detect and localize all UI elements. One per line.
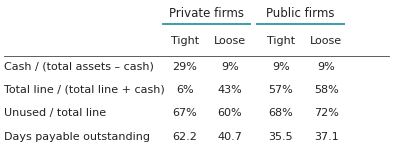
Text: Tight: Tight: [267, 36, 295, 45]
Text: 29%: 29%: [172, 62, 197, 72]
Text: 9%: 9%: [317, 62, 335, 72]
Text: Tight: Tight: [171, 36, 199, 45]
Text: Private firms: Private firms: [169, 7, 244, 20]
Text: 60%: 60%: [218, 108, 242, 118]
Text: 9%: 9%: [272, 62, 290, 72]
Text: 6%: 6%: [176, 85, 193, 95]
Text: Loose: Loose: [310, 36, 342, 45]
Text: Public firms: Public firms: [266, 7, 335, 20]
Text: Loose: Loose: [214, 36, 246, 45]
Text: Cash / (total assets – cash): Cash / (total assets – cash): [4, 62, 154, 72]
Text: 35.5: 35.5: [269, 132, 293, 141]
Text: 9%: 9%: [221, 62, 239, 72]
Text: 72%: 72%: [314, 108, 339, 118]
Text: 58%: 58%: [314, 85, 338, 95]
Text: 62.2: 62.2: [172, 132, 197, 141]
Text: Unused / total line: Unused / total line: [4, 108, 106, 118]
Text: 68%: 68%: [269, 108, 293, 118]
Text: 57%: 57%: [269, 85, 293, 95]
Text: 67%: 67%: [173, 108, 197, 118]
Text: Total line / (total line + cash): Total line / (total line + cash): [4, 85, 165, 95]
Text: 40.7: 40.7: [217, 132, 242, 141]
Text: 43%: 43%: [218, 85, 242, 95]
Text: 37.1: 37.1: [314, 132, 338, 141]
Text: Days payable outstanding: Days payable outstanding: [4, 132, 150, 141]
